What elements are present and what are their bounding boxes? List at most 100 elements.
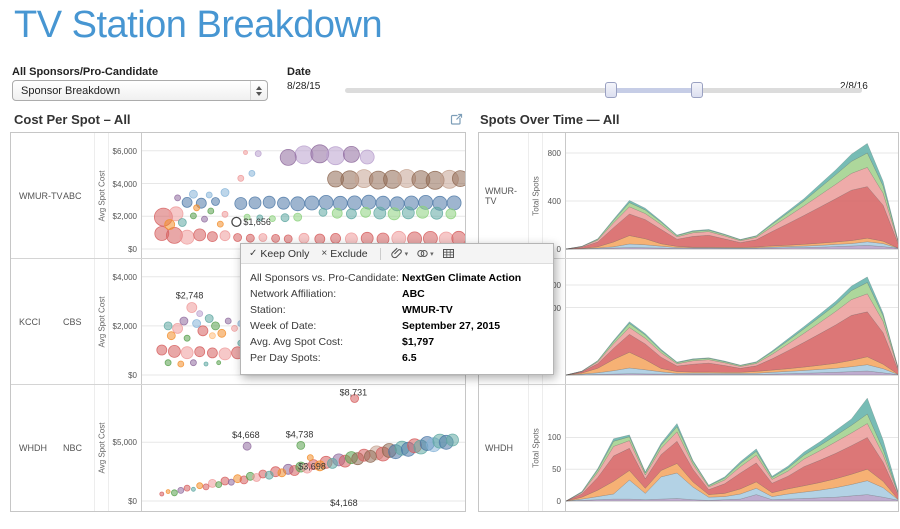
- data-bubble[interactable]: [342, 145, 360, 163]
- date-slider-handle-right[interactable]: [691, 82, 703, 98]
- data-bubble[interactable]: [347, 195, 363, 211]
- data-bubble[interactable]: [216, 220, 224, 228]
- data-bubble[interactable]: [318, 195, 334, 210]
- data-bubble[interactable]: [248, 196, 262, 210]
- data-bubble[interactable]: [183, 484, 191, 492]
- data-bubble[interactable]: [254, 150, 262, 158]
- area-series-green[interactable]: [566, 152, 898, 250]
- data-bubble[interactable]: [227, 478, 235, 486]
- bubble-plot[interactable]: $8,731 $4,668 $4,738 $3,698 $4,168: [142, 385, 465, 511]
- data-bubble[interactable]: [196, 482, 204, 490]
- data-bubble[interactable]: [294, 145, 314, 165]
- data-bubble[interactable]: [177, 218, 187, 227]
- data-bubble[interactable]: [172, 323, 183, 334]
- data-bubble[interactable]: [194, 346, 206, 358]
- area-series-teal[interactable]: [566, 143, 898, 250]
- data-bubble[interactable]: [363, 450, 377, 463]
- area-series-green[interactable]: [566, 282, 898, 376]
- data-bubble[interactable]: [224, 317, 232, 325]
- data-bubble[interactable]: [280, 213, 290, 223]
- data-bubble[interactable]: [164, 359, 172, 367]
- data-bubble[interactable]: [196, 310, 204, 317]
- data-bubble[interactable]: [360, 206, 372, 218]
- data-bubble[interactable]: [387, 207, 401, 221]
- data-bubble[interactable]: [279, 148, 297, 166]
- data-bubble[interactable]: [373, 206, 387, 220]
- data-bubble[interactable]: [211, 197, 220, 206]
- data-bubble[interactable]: [168, 345, 181, 358]
- data-bubble[interactable]: [330, 233, 342, 244]
- data-bubble[interactable]: [193, 204, 200, 212]
- data-bubble[interactable]: [345, 208, 357, 220]
- data-bubble[interactable]: [445, 208, 457, 220]
- group-button[interactable]: ▾: [390, 247, 408, 260]
- data-bubble[interactable]: [221, 210, 229, 218]
- data-bubble[interactable]: [350, 394, 360, 403]
- area-series-purple[interactable]: [566, 370, 898, 376]
- data-bubble[interactable]: [290, 196, 306, 212]
- date-slider-range[interactable]: [612, 88, 698, 93]
- data-bubble[interactable]: [245, 233, 255, 243]
- data-bubble[interactable]: [306, 454, 314, 461]
- data-bubble[interactable]: [430, 206, 444, 220]
- data-bubble[interactable]: [359, 149, 375, 165]
- data-bubble[interactable]: [168, 206, 184, 222]
- data-bubble[interactable]: [209, 332, 216, 340]
- data-bubble[interactable]: [446, 433, 459, 447]
- data-bubble[interactable]: [216, 360, 222, 366]
- data-bubble[interactable]: [207, 231, 218, 242]
- data-bubble[interactable]: [446, 195, 462, 211]
- data-bubble[interactable]: [220, 188, 230, 197]
- area-plot[interactable]: [566, 385, 898, 511]
- data-bubble[interactable]: [243, 150, 248, 155]
- data-bubble[interactable]: [193, 228, 207, 242]
- data-bubble[interactable]: [190, 359, 197, 367]
- data-bubble[interactable]: [262, 195, 276, 209]
- data-bubble[interactable]: [183, 334, 191, 342]
- data-bubble[interactable]: [177, 360, 185, 368]
- data-bubble[interactable]: [277, 468, 287, 478]
- data-bubble[interactable]: [165, 489, 171, 494]
- data-bubble[interactable]: [264, 470, 274, 480]
- data-bubble[interactable]: [331, 207, 343, 219]
- data-bubble[interactable]: [298, 232, 310, 244]
- keep-only-button[interactable]: ✓ Keep Only: [249, 248, 309, 260]
- area-plot[interactable]: [566, 259, 898, 384]
- data-bubble[interactable]: [202, 483, 210, 491]
- data-bubble[interactable]: [416, 205, 429, 219]
- export-icon[interactable]: [450, 113, 463, 126]
- view-data-button[interactable]: [442, 247, 455, 260]
- data-bubble[interactable]: [201, 215, 208, 223]
- data-bubble[interactable]: [217, 328, 227, 338]
- data-bubble[interactable]: [233, 233, 242, 242]
- area-series-teal[interactable]: [566, 276, 898, 376]
- data-bubble[interactable]: [208, 479, 217, 488]
- data-bubble[interactable]: [237, 174, 245, 182]
- data-bubble[interactable]: [163, 321, 173, 331]
- data-bubble[interactable]: [171, 489, 178, 497]
- data-bubble[interactable]: [256, 214, 264, 222]
- data-bubble[interactable]: [327, 170, 345, 188]
- data-bubble[interactable]: [190, 212, 197, 220]
- data-bubble[interactable]: [154, 226, 170, 241]
- data-bubble[interactable]: [203, 361, 209, 367]
- data-bubble[interactable]: [314, 460, 326, 472]
- data-bubble[interactable]: [268, 215, 276, 222]
- data-bubble[interactable]: [207, 347, 218, 359]
- sponsor-filter-select[interactable]: Sponsor Breakdown: [12, 80, 268, 101]
- data-bubble[interactable]: [204, 314, 214, 323]
- data-bubble[interactable]: [215, 481, 223, 488]
- exclude-button[interactable]: × Exclude: [321, 248, 367, 260]
- data-bubble[interactable]: [242, 441, 252, 451]
- data-bubble[interactable]: [218, 347, 232, 361]
- date-slider-handle-left[interactable]: [605, 82, 617, 98]
- data-bubble[interactable]: [401, 206, 415, 220]
- data-bubble[interactable]: [219, 230, 231, 242]
- data-bubble[interactable]: [234, 197, 248, 210]
- data-bubble[interactable]: [192, 319, 201, 328]
- data-bubble[interactable]: [156, 344, 168, 356]
- highlighted-mark[interactable]: [231, 216, 242, 228]
- data-bubble[interactable]: [174, 194, 181, 202]
- data-bubble[interactable]: [189, 189, 198, 199]
- area-plot[interactable]: [566, 133, 898, 258]
